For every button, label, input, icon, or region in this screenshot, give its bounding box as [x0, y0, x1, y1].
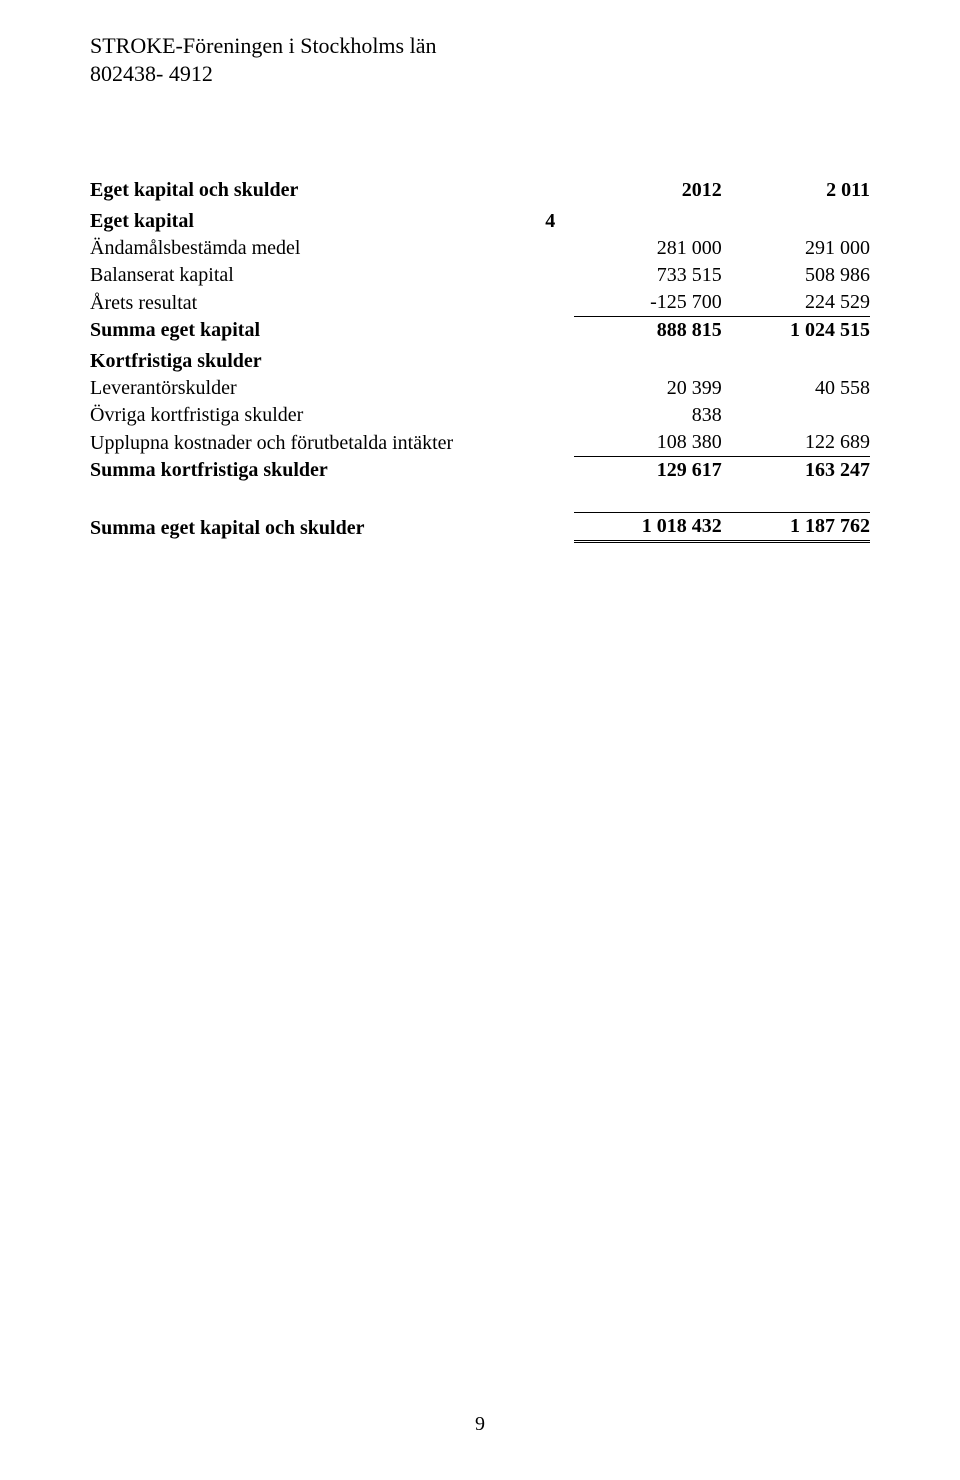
row-val-a: 20 399	[574, 375, 722, 402]
section-title: Eget kapital och skulder	[90, 177, 527, 204]
col-year-b: 2 011	[722, 177, 870, 204]
table-row: Årets resultat -125 700 224 529	[90, 289, 870, 317]
header-row: Eget kapital och skulder 2012 2 011	[90, 177, 870, 204]
kortfristiga-sum-row: Summa kortfristiga skulder 129 617 163 2…	[90, 457, 870, 485]
sum-label: Summa eget kapital	[90, 317, 527, 345]
row-val-a: -125 700	[574, 289, 722, 317]
eget-kapital-heading-row: Eget kapital 4	[90, 208, 870, 235]
row-val-a: 281 000	[574, 235, 722, 262]
row-val-b: 40 558	[722, 375, 870, 402]
page-number: 9	[0, 1413, 960, 1436]
sum-val-a: 888 815	[574, 317, 722, 345]
row-val-a: 733 515	[574, 262, 722, 289]
row-val-b: 508 986	[722, 262, 870, 289]
row-val-b: 291 000	[722, 235, 870, 262]
row-label: Årets resultat	[90, 289, 527, 317]
kortfristiga-heading-row: Kortfristiga skulder	[90, 348, 870, 375]
table-row: Balanserat kapital 733 515 508 986	[90, 262, 870, 289]
eget-kapital-sum-row: Summa eget kapital 888 815 1 024 515	[90, 317, 870, 345]
kortfristiga-heading: Kortfristiga skulder	[90, 348, 527, 375]
table-row: Upplupna kostnader och förutbetalda intä…	[90, 429, 870, 457]
col-year-a: 2012	[574, 177, 722, 204]
eget-kapital-heading: Eget kapital	[90, 208, 527, 235]
total-val-b: 1 187 762	[722, 513, 870, 542]
row-label: Leverantörskulder	[90, 375, 527, 402]
total-val-a: 1 018 432	[574, 513, 722, 542]
financial-table: Eget kapital och skulder 2012 2 011 Eget…	[90, 177, 870, 543]
row-val-a: 108 380	[574, 429, 722, 457]
table-row: Ändamålsbestämda medel 281 000 291 000	[90, 235, 870, 262]
org-name: STROKE-Föreningen i Stockholms län	[90, 32, 870, 60]
row-label: Upplupna kostnader och förutbetalda intä…	[90, 429, 527, 457]
org-number: 802438- 4912	[90, 60, 870, 88]
sum-label: Summa kortfristiga skulder	[90, 457, 527, 485]
table-row: Övriga kortfristiga skulder 838	[90, 402, 870, 429]
grand-total-row: Summa eget kapital och skulder 1 018 432…	[90, 513, 870, 542]
eget-kapital-note: 4	[527, 208, 574, 235]
row-label: Balanserat kapital	[90, 262, 527, 289]
page: STROKE-Föreningen i Stockholms län 80243…	[0, 0, 960, 1480]
total-label: Summa eget kapital och skulder	[90, 513, 527, 542]
sum-val-b: 163 247	[722, 457, 870, 485]
row-val-b: 122 689	[722, 429, 870, 457]
row-val-b	[722, 402, 870, 429]
row-label: Övriga kortfristiga skulder	[90, 402, 527, 429]
row-val-a: 838	[574, 402, 722, 429]
row-label: Ändamålsbestämda medel	[90, 235, 527, 262]
row-val-b: 224 529	[722, 289, 870, 317]
sum-val-b: 1 024 515	[722, 317, 870, 345]
sum-val-a: 129 617	[574, 457, 722, 485]
table-row: Leverantörskulder 20 399 40 558	[90, 375, 870, 402]
